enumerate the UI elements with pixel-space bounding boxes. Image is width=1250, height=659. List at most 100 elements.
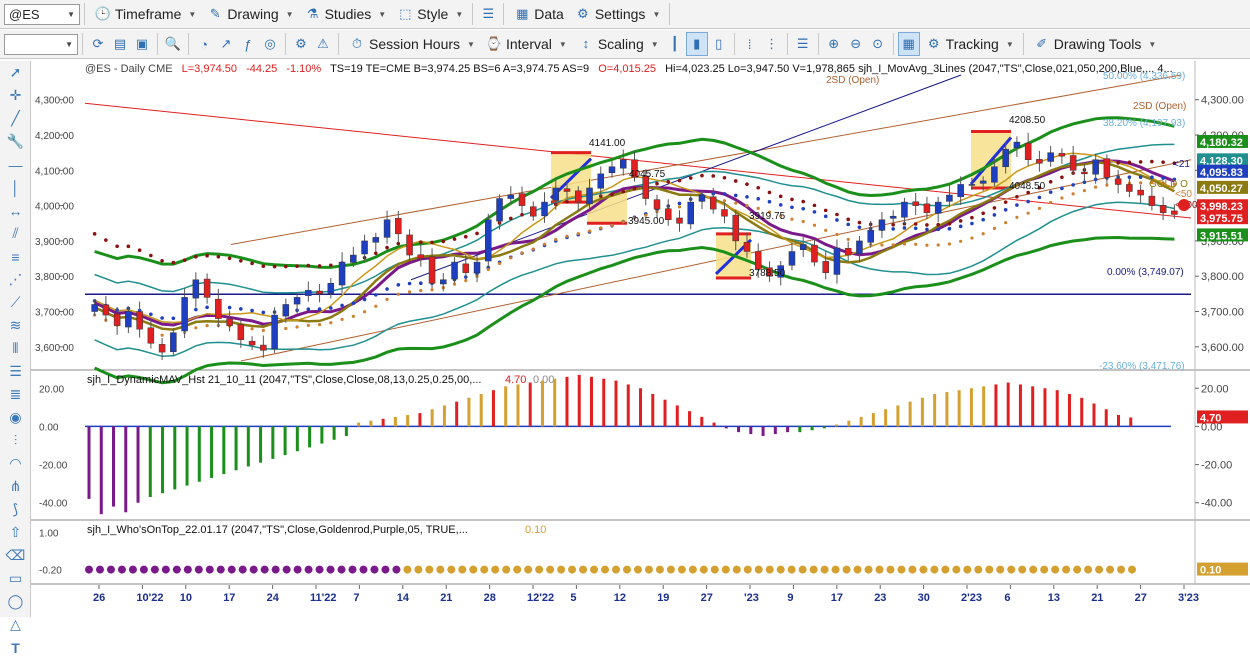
bar-style-button[interactable]: ┃ (664, 32, 686, 56)
ma200-dot (970, 215, 974, 220)
pitchfork-tool[interactable]: ⋔ (0, 475, 31, 498)
whos-on-top-dot (392, 565, 401, 574)
cycle-tool[interactable]: ◉ (0, 406, 31, 429)
style-button[interactable]: ⬚ Style ▼ (391, 2, 468, 26)
ma21-dot (194, 307, 198, 312)
time-zones-tool[interactable]: ⫶ (0, 429, 31, 452)
text-tool[interactable]: T (0, 636, 31, 659)
horizontal-line-tool[interactable]: — (0, 153, 31, 176)
data-window-button[interactable]: ▦ (897, 32, 920, 56)
bar-spacing-narrow-button[interactable]: ⁞ (739, 32, 761, 56)
candlestick-style-button[interactable]: ▮ (685, 32, 708, 56)
gann-tool[interactable]: ⋰ (0, 268, 31, 291)
window-layout-button[interactable]: ☰ (792, 32, 814, 56)
speed-lines-tool[interactable]: ≋ (0, 314, 31, 337)
refresh-button[interactable]: ⟳ (87, 32, 109, 56)
oscillator-bar (798, 426, 802, 433)
whos-on-top-dot (414, 565, 423, 574)
whos-on-top-dot (930, 565, 939, 574)
rectangle-tool[interactable]: ▭ (0, 567, 31, 590)
levels-tool[interactable]: ☰ (0, 360, 31, 383)
whos-on-top-dot (282, 565, 291, 574)
arrow-up-tool[interactable]: ⇧ (0, 521, 31, 544)
triangle-tool[interactable]: △ (0, 613, 31, 636)
data-button[interactable]: ▦ Data (508, 2, 569, 26)
vertical-line-tool[interactable]: │ (0, 176, 31, 199)
annotation-level: 4048.50 (1009, 181, 1046, 192)
clock-icon: ⏱ (351, 36, 363, 51)
trendline-tool[interactable]: ╱ (0, 107, 31, 130)
cycle-icon: ◉ (9, 409, 22, 425)
annotation-low: 3788.50 (749, 268, 786, 279)
pointer-tool[interactable]: ➚ (0, 61, 31, 84)
ellipse-tool[interactable]: ◯ (0, 590, 31, 613)
time-tick-label: 5 (570, 592, 576, 604)
drawing-button[interactable]: ✎ Drawing ▼ (201, 2, 298, 26)
oscillator-pane[interactable]: sjh_I_DynamicMAV_Hst 21_10_11 (2047,"TS"… (39, 374, 1248, 515)
zoom-button[interactable]: 🔍 (162, 32, 184, 56)
time-tick-label: '23 (744, 592, 759, 604)
crosshair-tool[interactable]: ✛ (0, 84, 31, 107)
zoom-out-button[interactable]: ⊖ (845, 32, 867, 56)
studies-button[interactable]: ⚗ Studies ▼ (299, 2, 392, 26)
regression-tool[interactable]: ⟋ (0, 291, 31, 314)
scaling-button[interactable]: ↕ Scaling ▼ (572, 32, 664, 56)
whos-on-top-pane[interactable]: sjh_I_Who'sOnTop_22.01.17 (2047,"TS",Clo… (39, 524, 1248, 577)
radar-button[interactable]: ◎ (259, 32, 281, 56)
studies-format-button[interactable]: ƒ (237, 32, 259, 56)
ma50-dot (1049, 200, 1053, 205)
trend-button[interactable]: ↗ (215, 32, 237, 56)
indicator-button[interactable]: ◔ (193, 32, 215, 56)
osc-tick-label-left: 0.00 (39, 422, 59, 433)
ma50-dot (1060, 196, 1064, 200)
oscillator-bar (920, 397, 924, 427)
whos-on-top-dot (1029, 565, 1038, 574)
ma200-dot (846, 217, 851, 222)
time-tick-label: 13 (1048, 592, 1060, 604)
timeframe-button[interactable]: 🕒 Timeframe ▼ (89, 2, 201, 26)
fib-retrace-tool[interactable]: ≣ (0, 383, 31, 406)
settings-label: Settings (594, 6, 646, 22)
price-pane[interactable]: 3,600.00 3,600.00 3,700.00 3,700.00 3,800.00… (31, 61, 1250, 585)
ma50-label: <50 (1175, 189, 1192, 200)
session-hours-button[interactable]: ⏱ Session Hours ▼ (343, 32, 480, 56)
chevron-down-icon: ▼ (285, 9, 294, 19)
annotation-high: 4208.50 (1009, 115, 1046, 126)
interval-combo[interactable]: ▼ (4, 33, 78, 55)
tracking-button[interactable]: ⚙ Tracking ▼ (920, 32, 1019, 56)
vertical-line-icon: │ (11, 179, 20, 196)
bars-icon: ⦀ (12, 340, 19, 356)
bars-tool[interactable]: ⦀ (0, 337, 31, 360)
ma200-dot (475, 231, 479, 236)
format-button[interactable]: ⚙ (290, 32, 312, 56)
fib-tool[interactable]: ≡ (0, 245, 31, 268)
ray-tool[interactable]: ↔ (0, 199, 31, 222)
chevron-down-icon: ▼ (67, 9, 75, 19)
drawing-tools-button[interactable]: ✐ Drawing Tools ▼ (1028, 32, 1162, 56)
channel-tool[interactable]: ⫽ (0, 222, 31, 245)
symbol-combo[interactable]: @ES ▼ (4, 3, 80, 25)
bar-spacing-wide-button[interactable]: ⋮ (761, 32, 783, 56)
zoom-reset-button[interactable]: ⊙ (867, 32, 889, 56)
oscillator-bar (737, 426, 741, 433)
insert-button[interactable]: ▤ (109, 32, 131, 56)
eraser-tool[interactable]: ⌫ (0, 544, 31, 567)
layout-toggle-button[interactable]: ☰ (477, 2, 499, 26)
candle-body (125, 311, 132, 328)
hollow-candle-button[interactable]: ▯ (708, 32, 730, 56)
ma200-dot (700, 173, 704, 178)
price-label: 3,998.23 (1200, 201, 1243, 213)
oscillator-bar (847, 420, 851, 427)
chart-area[interactable]: 3,600.00 3,600.00 3,700.00 3,700.00 3,800.00… (31, 61, 1250, 617)
arc-tool[interactable]: ◠ (0, 452, 31, 475)
ma200-dot (1003, 200, 1008, 204)
wrench-tool[interactable]: 🔧 (0, 130, 31, 153)
settings-button[interactable]: ⚙ Settings ▼ (569, 2, 666, 26)
template-button[interactable]: ▣ (131, 32, 153, 56)
alert-button[interactable]: ⚠ (312, 32, 334, 56)
interval-button[interactable]: ⌚ Interval ▼ (480, 32, 572, 56)
price-tick-label: 4,300.00 (1201, 95, 1244, 107)
time-tick-label: 10'22 (136, 592, 163, 604)
zoom-in-button[interactable]: ⊕ (823, 32, 845, 56)
brush-tool[interactable]: ⟆ (0, 498, 31, 521)
